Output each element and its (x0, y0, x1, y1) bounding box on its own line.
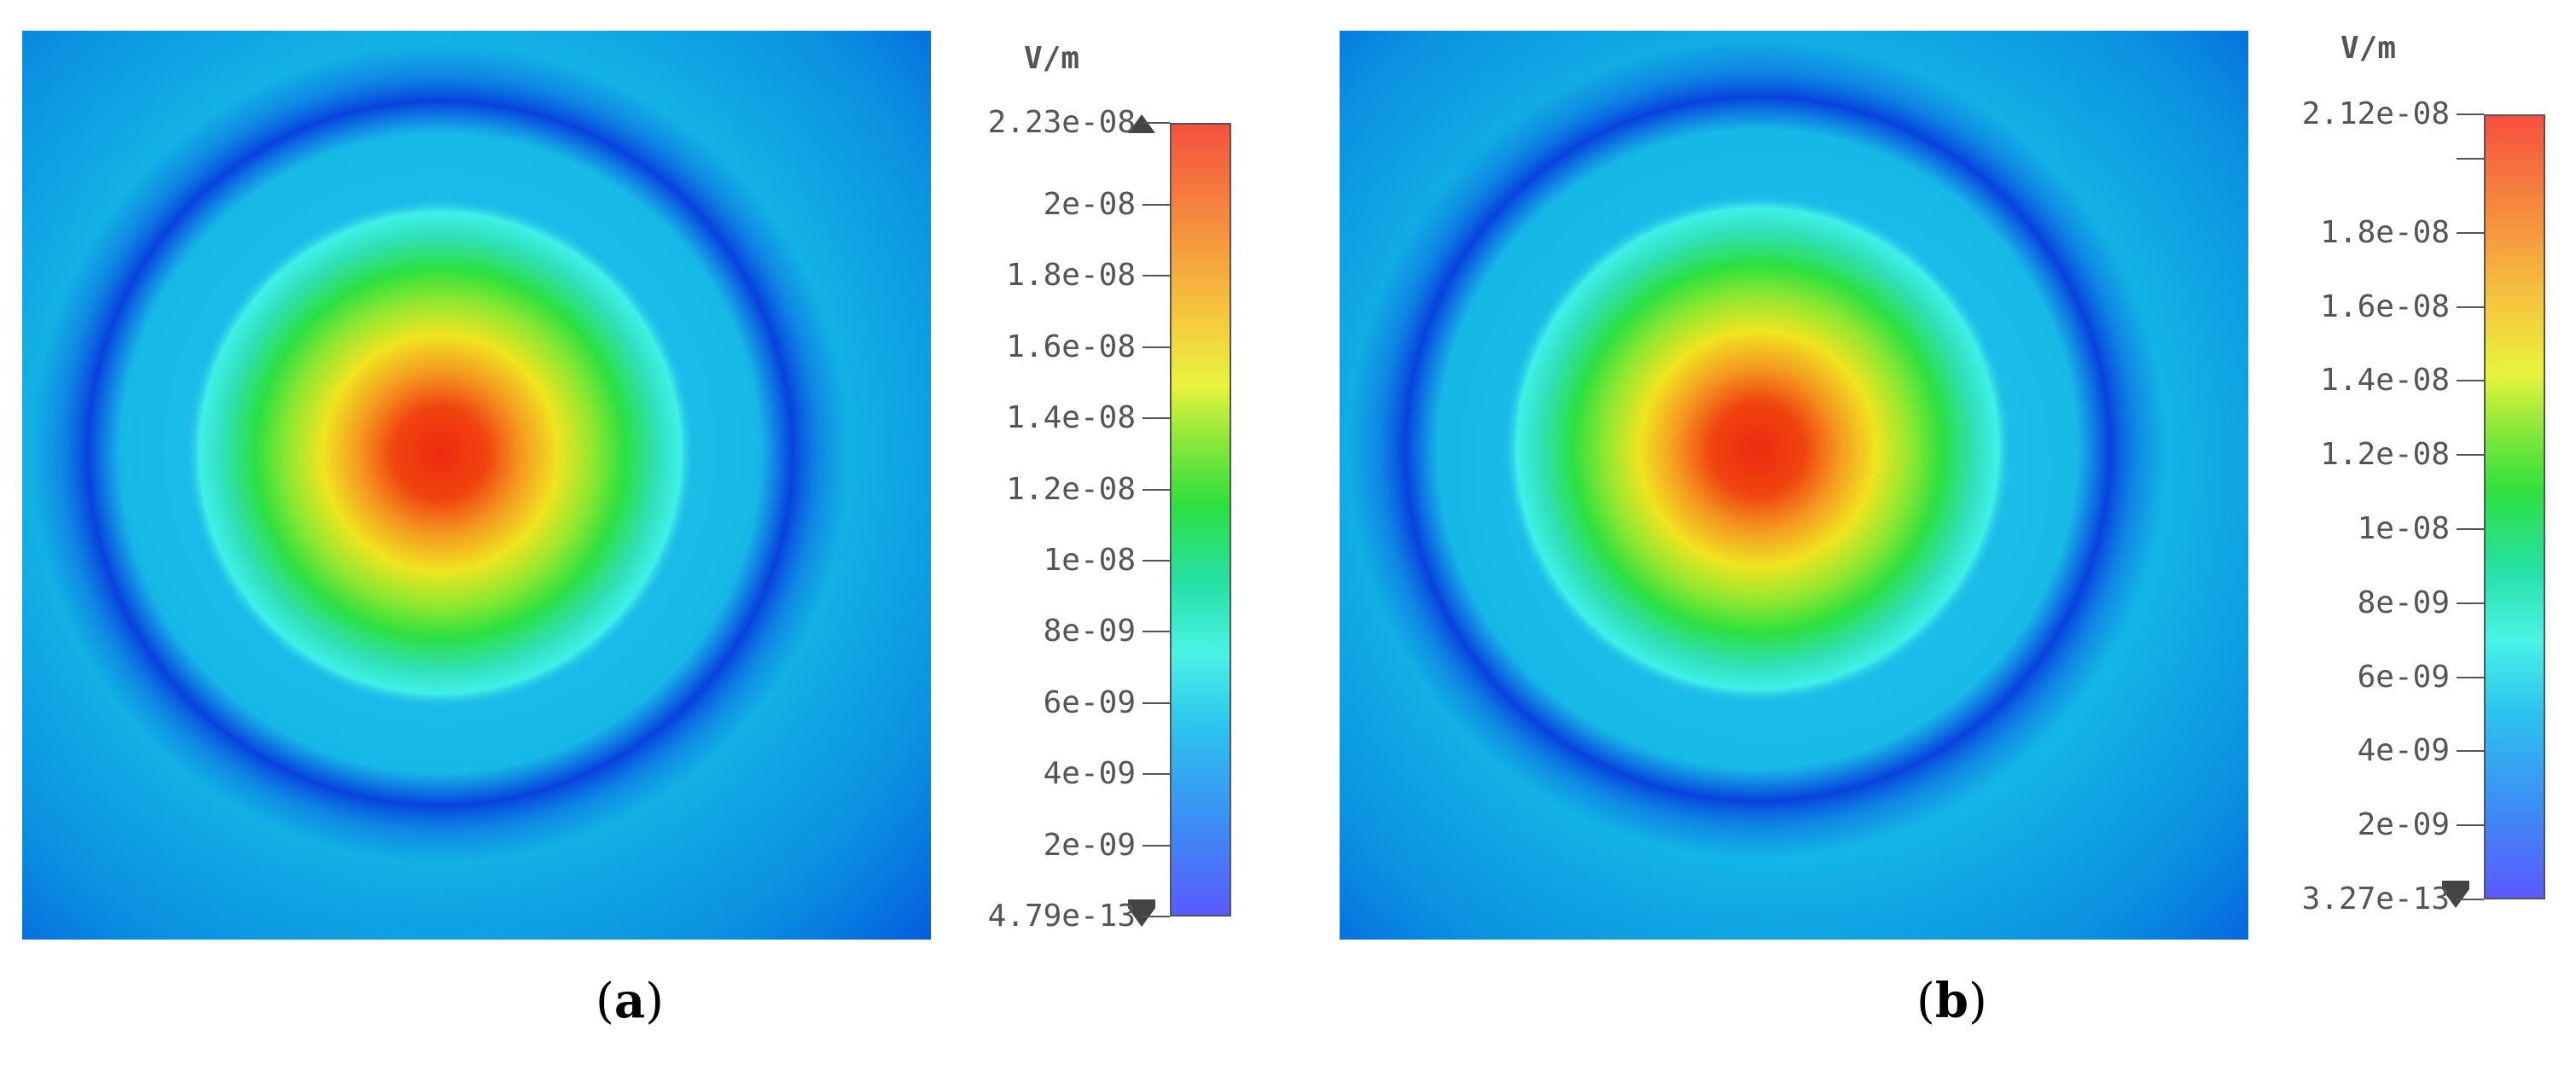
colorbar-tick-label: 1.8e-08 (1006, 258, 1136, 294)
colorbar-tick-mark (2457, 231, 2484, 234)
colorbar-unit-label: V/m (1024, 41, 1080, 76)
colorbar-tick-mark (1143, 844, 1170, 847)
colorbar-tick-label: 3.27e-13 (2301, 882, 2450, 917)
min-bar-icon (1128, 899, 1155, 908)
colorbar-tick-mark (2457, 824, 2484, 827)
colorbar-tick-label: 4e-09 (1043, 756, 1136, 792)
colorbar-tick-mark (1143, 346, 1170, 348)
colorbar-tick-label: 2e-09 (2357, 807, 2450, 843)
colorbar-tick-mark (2457, 602, 2484, 604)
colorbar-tick-label: 8e-09 (2357, 585, 2450, 620)
caption-b: (b) (1916, 973, 1987, 1029)
colorbar-tick-label: 4e-09 (2357, 733, 2450, 769)
colorbar-tick-mark (1143, 773, 1170, 776)
colorbar-tick-label: 6e-09 (1043, 684, 1136, 720)
caption-a: (a) (596, 973, 665, 1029)
colorbar (1170, 123, 1231, 917)
colorbar-tick-mark (1143, 417, 1170, 420)
colorbar-tick-mark (1143, 203, 1170, 206)
colorbar-tick-label: 4.79e-13 (987, 899, 1136, 934)
colorbar (2484, 114, 2545, 899)
colorbar-tick-label: 1.6e-08 (1006, 329, 1136, 364)
colorbar-tick-mark (2457, 676, 2484, 678)
colorbar-tick-mark (2457, 750, 2484, 753)
colorbar-tick-mark (2457, 528, 2484, 531)
colorbar-tick-mark (2457, 454, 2484, 457)
panel-a: V/m 2.23e-08 2e-08 1.8e-08 1.6e-08 1.4e-08 1.… (22, 31, 1231, 1029)
min-arrow-icon (2442, 889, 2469, 908)
colorbar-unit-label: V/m (2340, 31, 2397, 66)
colorbar-tick-label: 1e-08 (1043, 542, 1136, 578)
colorbar-tick-mark (1143, 122, 1170, 124)
colorbar-tick-label: 1.2e-08 (1006, 471, 1136, 507)
colorbar-tick-mark (1143, 631, 1170, 633)
colorbar-tick-mark (2457, 899, 2484, 900)
colorbar-tick-mark (1143, 488, 1170, 491)
colorbar-tick-label: 6e-09 (2357, 659, 2450, 695)
colorbar-tick-label: 1.2e-08 (2320, 437, 2450, 473)
colorbar-tick-mark (1143, 275, 1170, 277)
colorbar-tick-label: 2e-09 (1043, 827, 1136, 863)
colorbar-tick-label: 1e-08 (2357, 511, 2450, 547)
field-map-a (22, 31, 931, 940)
colorbar-tick-label: 1.6e-08 (2320, 288, 2450, 324)
colorbar-tick-label: 1.4e-08 (2320, 363, 2450, 399)
colorbar-tick-mark (1143, 916, 1170, 917)
min-bar-icon (2442, 881, 2469, 889)
panel-b: V/m 2.12e-08 1.8e-08 1.6e-08 1.4e-08 1.2e-08… (1314, 0, 2576, 1065)
colorbar-tick-label: 1.4e-08 (1006, 400, 1136, 436)
field-map-b (1340, 31, 2248, 940)
colorbar-tick-label: 8e-09 (1043, 614, 1136, 649)
colorbar-tick-mark (1143, 701, 1170, 704)
colorbar-tick-label: 1.8e-08 (2320, 214, 2450, 250)
colorbar-tick-mark (2457, 158, 2484, 160)
colorbar-tick-mark (2457, 113, 2484, 115)
colorbar-tick-mark (2457, 306, 2484, 308)
colorbar-tick-label: 2.23e-08 (987, 105, 1136, 140)
colorbar-tick-label: 2e-08 (1043, 186, 1136, 222)
colorbar-tick-mark (2457, 380, 2484, 382)
colorbar-tick-label: 2.12e-08 (2301, 96, 2450, 131)
colorbar-tick-mark (1143, 559, 1170, 562)
min-arrow-icon (1128, 908, 1155, 927)
max-arrow-icon (1128, 114, 1155, 133)
